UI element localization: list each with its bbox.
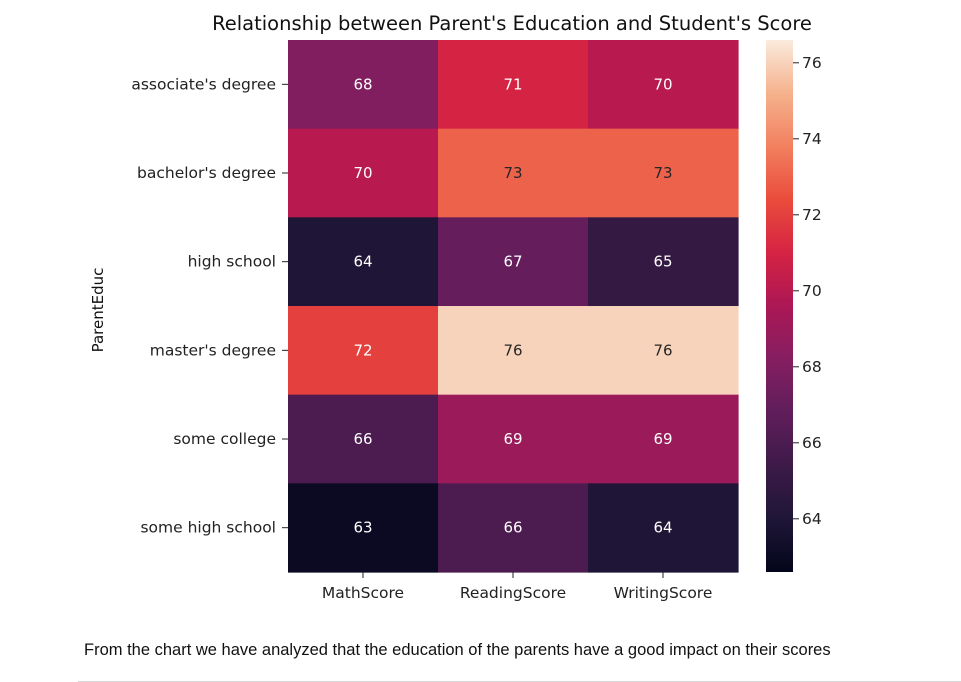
heatmap-cell [438,394,589,484]
heatmap-cell [588,394,739,484]
analysis-caption: From the chart we have analyzed that the… [84,641,831,659]
cell-value-label: 64 [353,253,372,271]
heatmap-cell [288,306,439,396]
cell-value-label: 76 [653,341,672,359]
heatmap-cell [588,306,739,396]
heatmap-cell [438,483,589,573]
heatmap-cell [438,40,589,130]
cell-value-label: 76 [503,341,522,359]
colorbar-tick-label: 64 [802,510,822,528]
colorbar-tick-labels: 64 66 68 70 72 74 76 [793,54,822,528]
cell-value-label: 69 [653,430,672,448]
colorbar-tick-label: 72 [802,206,822,224]
cell-value-label: 63 [353,519,372,537]
cell-value-label: 72 [353,341,372,359]
x-tick-label: ReadingScore [460,584,566,602]
y-tick-label: associate's degree [131,75,276,93]
y-tick-label: some high school [140,519,276,537]
heatmap-cell [288,217,439,307]
heatmap-cell [588,483,739,573]
colorbar-tick-label: 76 [802,54,822,72]
cell-value-label: 67 [503,253,522,271]
y-tick-labels: associate's degree bachelor's degree high … [131,75,288,537]
y-tick-label: high school [188,253,276,271]
cell-value-label: 73 [503,164,522,182]
colorbar-tick-label: 74 [802,130,822,148]
chart-title: Relationship between Parent's Education … [212,12,812,35]
colorbar-tick-label: 66 [802,434,822,452]
colorbar [766,40,793,572]
cell-value-label: 69 [503,430,522,448]
y-tick-label: master's degree [150,341,276,359]
cell-value-label: 66 [353,430,372,448]
heatmap-cell [438,306,589,396]
y-tick-label: some college [173,430,276,448]
heatmap-cell [438,217,589,307]
heatmap-cell [288,394,439,484]
cell-value-label: 70 [653,75,672,93]
y-tick-label: bachelor's degree [137,164,276,182]
heatmap-cell [588,217,739,307]
heatmap-cell [438,128,589,218]
cell-value-label: 73 [653,164,672,182]
cell-value-label: 64 [653,519,672,537]
y-axis-label: ParentEduc [89,268,107,353]
cell-value-label: 68 [353,75,372,93]
colorbar-tick-label: 68 [802,358,822,376]
cell-value-label: 65 [653,253,672,271]
x-tick-labels: MathScore ReadingScore WritingScore [322,572,712,602]
heatmap-cell [588,40,739,130]
heatmap-cell [288,483,439,573]
heatmap-cell [588,128,739,218]
heatmap-cells: 68 71 70 70 73 73 64 67 65 72 76 76 66 69 69 63 66 64 [288,40,739,573]
colorbar-tick-label: 70 [802,282,822,300]
x-tick-label: MathScore [322,584,404,602]
cell-value-label: 66 [503,519,522,537]
cell-value-label: 70 [353,164,372,182]
heatmap-cell [288,128,439,218]
x-tick-label: WritingScore [614,584,713,602]
cell-value-label: 71 [503,75,522,93]
heatmap-cell [288,40,439,130]
